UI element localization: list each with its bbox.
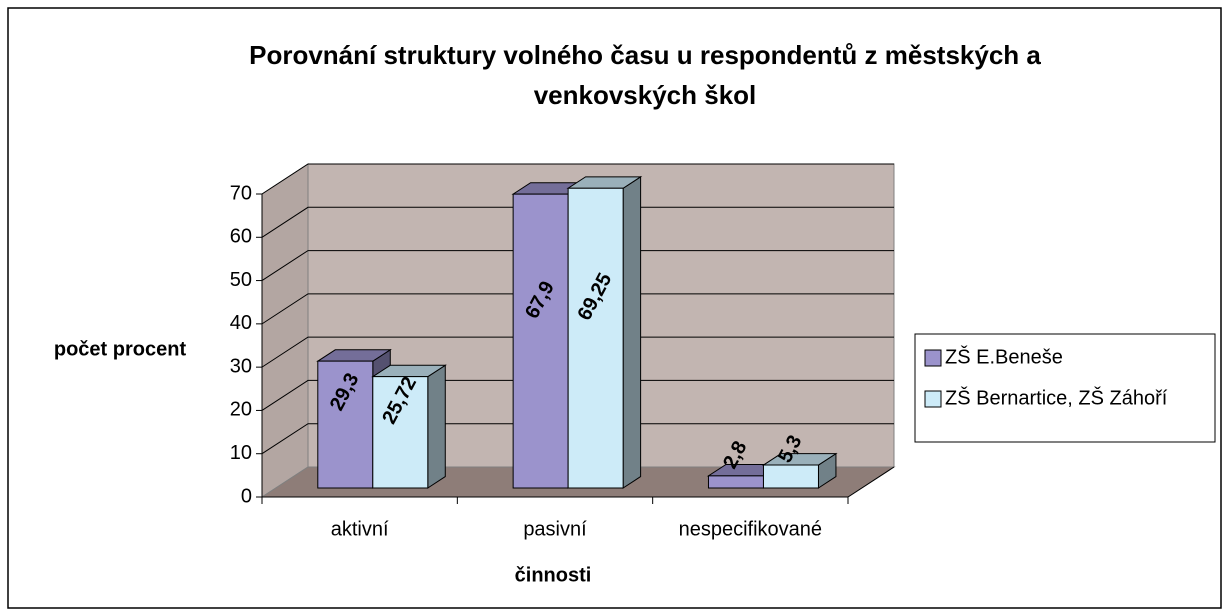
x-tick-label: aktivní xyxy=(331,518,389,540)
legend xyxy=(914,333,1216,443)
y-tick-label: 40 xyxy=(230,312,252,334)
grid-line xyxy=(261,336,894,368)
bar-side xyxy=(427,364,446,489)
y-tick-label: 70 xyxy=(230,182,252,204)
x-axis-depth xyxy=(847,466,895,498)
grid-line xyxy=(261,206,894,238)
bar-front xyxy=(317,360,374,489)
x-tick-label: nespecifikované xyxy=(679,518,822,540)
legend-swatch xyxy=(924,349,942,367)
y-tick-label: 10 xyxy=(230,442,252,464)
bar xyxy=(566,175,643,489)
bar xyxy=(761,452,838,489)
bar-side xyxy=(622,175,642,489)
bar-front xyxy=(707,475,764,489)
grid-line xyxy=(261,293,894,325)
y-tick-label: 20 xyxy=(230,399,252,421)
chart-title: Porovnání struktury volného času u respo… xyxy=(249,40,1041,110)
bar-front xyxy=(762,464,819,489)
grid-line xyxy=(261,163,894,195)
grid-line xyxy=(261,423,894,455)
x-tick-label: pasivní xyxy=(523,518,587,540)
grid-line xyxy=(261,379,894,411)
legend-label: ZŠ Bernartice, ZŠ Záhoří xyxy=(945,386,1168,409)
y-tick-label: 50 xyxy=(230,269,252,291)
y-tick-label: 60 xyxy=(230,226,252,248)
bar-front xyxy=(372,376,429,489)
legend-swatch xyxy=(924,390,942,408)
bar xyxy=(371,364,447,489)
y-tick-label: 0 xyxy=(241,485,252,507)
bar-front xyxy=(567,187,624,489)
grid-line xyxy=(261,250,894,281)
y-axis-label: počet procent xyxy=(54,338,187,360)
y-tick-label: 30 xyxy=(230,355,252,377)
legend-label: ZŠ E.Beneše xyxy=(945,345,1063,368)
x-axis-label: činnosti xyxy=(515,564,592,586)
side-wall xyxy=(261,163,309,498)
bar-front xyxy=(512,193,569,489)
